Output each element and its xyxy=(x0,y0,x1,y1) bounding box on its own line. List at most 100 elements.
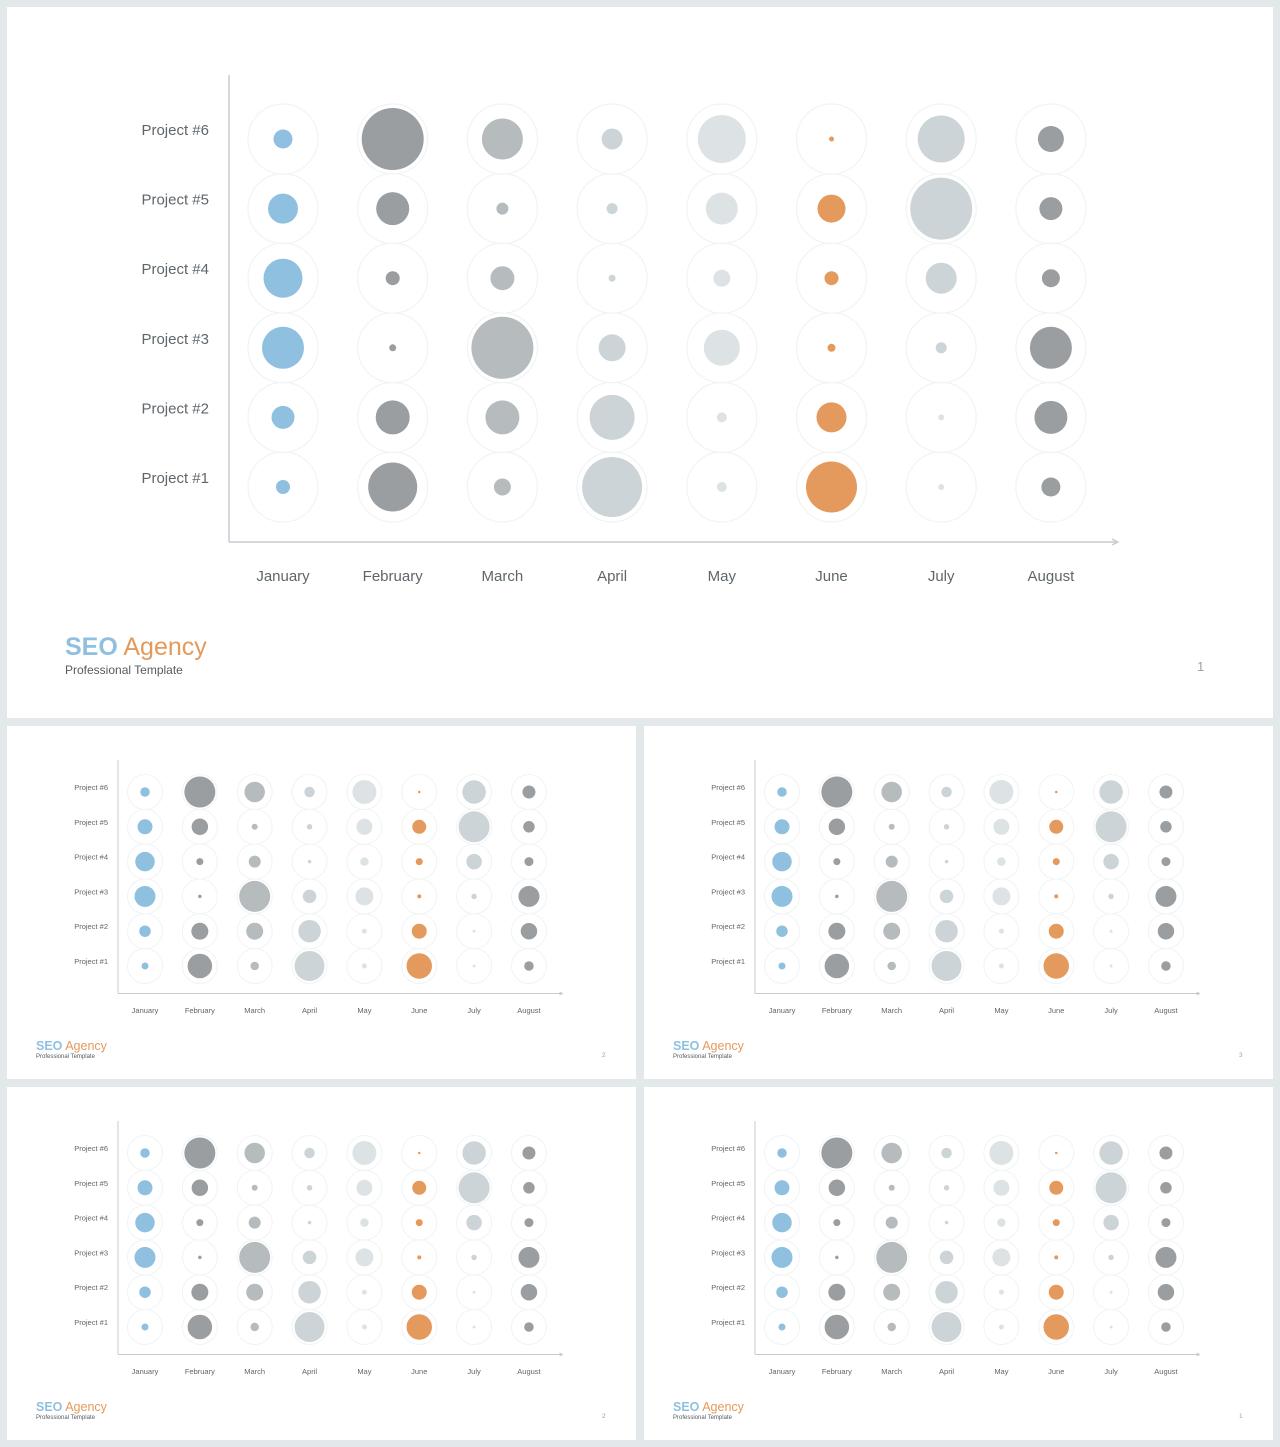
bubble xyxy=(1108,1254,1114,1261)
bubble xyxy=(598,334,626,362)
bubble xyxy=(191,922,209,940)
bubble xyxy=(137,819,153,835)
bubble xyxy=(1041,477,1061,497)
bubble xyxy=(415,858,423,866)
bubble-chart: Project #1 Project #2 Project #3 Project #4… xyxy=(711,1121,1201,1376)
bubble xyxy=(307,1220,312,1225)
bubble xyxy=(141,962,149,970)
bubble xyxy=(1157,1283,1175,1301)
bubble xyxy=(1043,1314,1069,1340)
bubble xyxy=(1034,400,1068,434)
bubble xyxy=(777,1148,787,1158)
bubble xyxy=(772,1212,792,1233)
month-label: July xyxy=(467,1006,481,1015)
bubble xyxy=(1039,197,1063,221)
bubble xyxy=(774,1180,790,1196)
bubble xyxy=(885,1216,898,1229)
bubble xyxy=(1048,1284,1064,1300)
month-label: August xyxy=(517,1006,541,1015)
bubble xyxy=(187,953,213,979)
month-label: January xyxy=(256,568,310,585)
bubble xyxy=(524,857,534,867)
brand-seo: SEO xyxy=(36,1039,63,1053)
bubble xyxy=(883,922,901,940)
bubble xyxy=(472,1325,476,1329)
bubble xyxy=(1159,1146,1173,1160)
brand-logo: SEO Agency Professional Template xyxy=(65,633,207,678)
x-axis-arrow xyxy=(559,991,564,996)
row-label: Project #2 xyxy=(74,1283,108,1292)
bubble xyxy=(361,928,367,934)
bubble xyxy=(1109,929,1113,933)
bubble xyxy=(881,1142,902,1164)
row-label: Project #4 xyxy=(141,261,209,278)
bubble xyxy=(493,478,511,496)
bubble xyxy=(302,889,317,904)
bubble xyxy=(993,818,1010,835)
brand-subtitle: Professional Template xyxy=(65,662,183,677)
bubble xyxy=(833,1219,841,1227)
bubble xyxy=(524,1322,534,1332)
brand-subtitle: Professional Template xyxy=(673,1415,732,1422)
bubble-chart: Project #1 Project #2 Project #3 Project #4… xyxy=(141,75,1120,585)
bubble xyxy=(251,1184,258,1191)
bubble xyxy=(697,115,746,163)
row-label: Project #3 xyxy=(711,887,745,896)
bubble xyxy=(943,1185,950,1191)
bubble xyxy=(998,928,1004,934)
row-label: Project #1 xyxy=(141,470,209,487)
bubble xyxy=(412,819,427,834)
bubble xyxy=(496,202,509,215)
bubble-chart: Project #1 Project #2 Project #3 Project #4… xyxy=(74,1121,564,1376)
bubble xyxy=(294,951,325,981)
bubble xyxy=(472,1290,476,1294)
bubble xyxy=(777,787,787,797)
row-label: Project #6 xyxy=(141,122,209,139)
bubble xyxy=(306,824,313,830)
bubble xyxy=(589,394,635,440)
row-label: Project #4 xyxy=(74,1214,108,1223)
bubble xyxy=(1161,961,1171,971)
bubble xyxy=(196,858,204,866)
bubble xyxy=(184,776,216,808)
month-label: August xyxy=(1154,1367,1178,1376)
bubble xyxy=(462,780,486,804)
brand-seo: SEO xyxy=(36,1400,63,1414)
row-label: Project #2 xyxy=(711,1283,745,1292)
bubble xyxy=(935,342,947,354)
bubble xyxy=(1054,1255,1059,1260)
bubble xyxy=(239,1241,271,1273)
bubble xyxy=(778,962,786,970)
bubble xyxy=(1161,857,1171,867)
bubble xyxy=(817,194,846,223)
bubble xyxy=(1155,1246,1177,1268)
bubble xyxy=(824,953,850,979)
month-label: April xyxy=(939,1367,954,1376)
bubble xyxy=(361,1324,367,1330)
bubble xyxy=(360,1218,369,1227)
brand-logo: SEO Agency Professional Template xyxy=(673,1039,744,1061)
bubble xyxy=(776,925,788,937)
bubble xyxy=(601,128,623,150)
bubble xyxy=(376,192,410,226)
bubble xyxy=(1054,894,1059,899)
bubble xyxy=(276,480,290,494)
row-label: Project #6 xyxy=(74,783,108,792)
bubble xyxy=(1108,893,1114,900)
row-label: Project #3 xyxy=(74,887,108,896)
row-label: Project #2 xyxy=(711,922,745,931)
bubble xyxy=(356,1179,373,1196)
bubble xyxy=(458,1172,490,1204)
brand-subtitle: Professional Template xyxy=(36,1054,95,1061)
row-label: Project #2 xyxy=(74,922,108,931)
slide-5: Project #1 Project #2 Project #3 Project #4… xyxy=(644,1087,1273,1440)
bubble xyxy=(1155,885,1177,907)
page-number: 1 xyxy=(1197,659,1205,674)
bubble xyxy=(989,780,1014,804)
bubble xyxy=(520,1283,538,1301)
bubble xyxy=(776,1286,788,1298)
month-label: May xyxy=(708,568,737,585)
month-label: April xyxy=(302,1006,317,1015)
bubble xyxy=(1049,1180,1064,1195)
bubble xyxy=(134,1246,156,1268)
